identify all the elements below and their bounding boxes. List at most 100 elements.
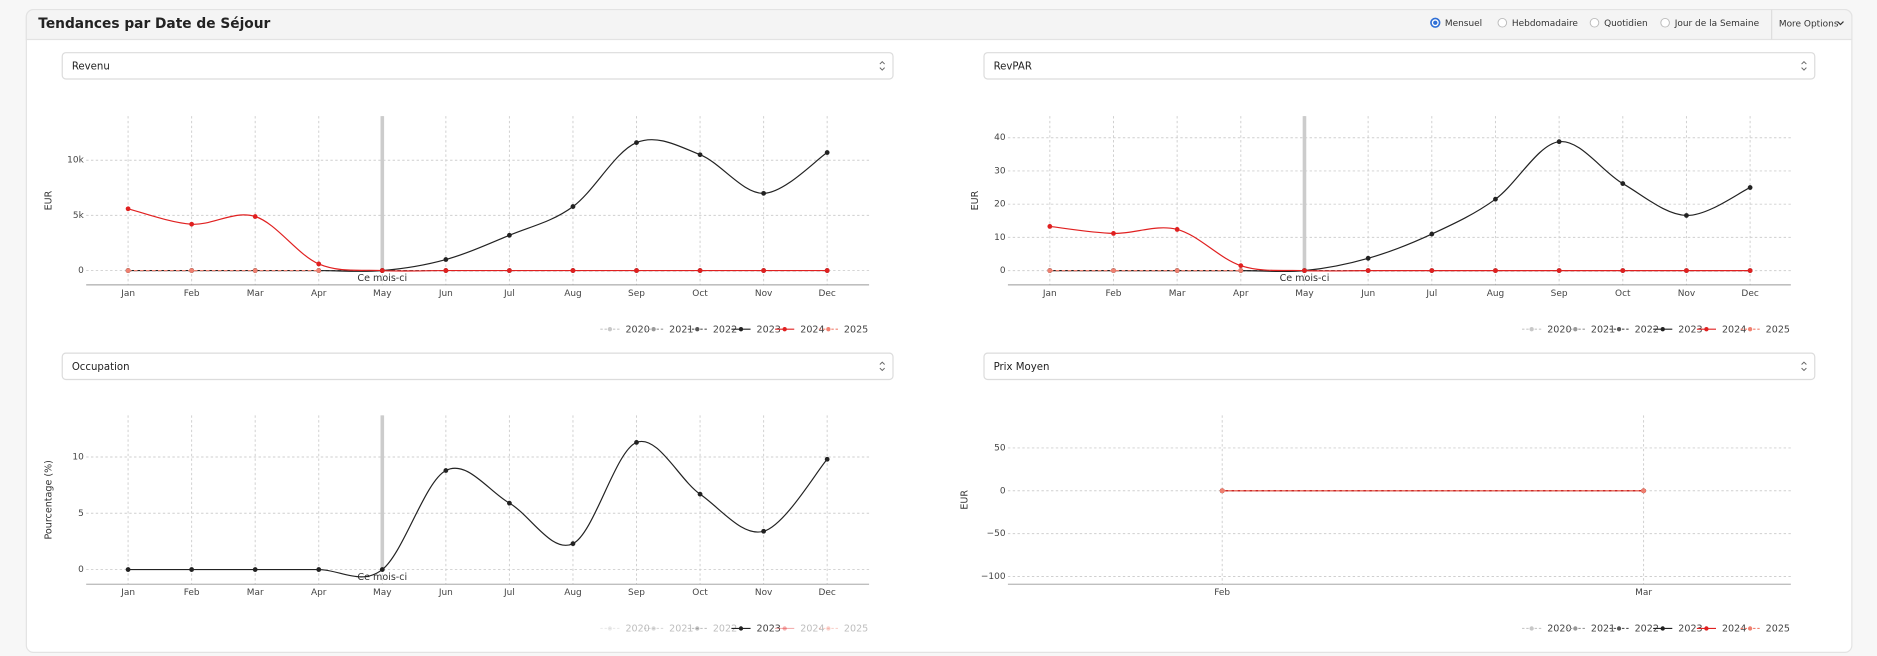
legend-dot [1660, 327, 1665, 332]
legend-dot [782, 626, 787, 631]
x-tick-label: Jan [120, 289, 135, 299]
legend-label[interactable]: 2020 [1547, 624, 1571, 635]
x-tick-label: Feb [184, 588, 200, 598]
y-tick-label: 0 [78, 565, 84, 575]
y-tick-label: 0 [1000, 486, 1006, 496]
data-point [316, 268, 322, 273]
x-tick-label: Mar [247, 588, 264, 598]
x-tick-label: Sep [628, 588, 645, 598]
y-tick-label: 0 [1000, 266, 1006, 276]
x-tick-label: Feb [184, 289, 200, 299]
radio-label[interactable]: Hebdomadaire [1512, 19, 1579, 29]
legend-label[interactable]: 2021 [1591, 624, 1615, 635]
data-point [316, 261, 322, 267]
data-point [252, 214, 258, 219]
data-point [1219, 488, 1225, 494]
data-point [1429, 268, 1435, 274]
legend-label[interactable]: 2023 [757, 624, 781, 635]
legend-dot [1616, 626, 1622, 631]
legend-label[interactable]: 2024 [800, 624, 824, 635]
data-point [1302, 268, 1307, 274]
data-point [570, 541, 576, 547]
metric-dropdown[interactable] [983, 52, 1816, 80]
data-point [125, 268, 131, 273]
legend-label[interactable]: 2024 [1722, 624, 1746, 635]
radio[interactable] [1660, 17, 1670, 28]
x-tick-label: Oct [692, 588, 708, 598]
metric-dropdown[interactable] [983, 352, 1816, 381]
data-point [697, 152, 703, 158]
x-tick-label: Feb [1106, 289, 1122, 299]
legend-label[interactable]: 2021 [669, 624, 693, 635]
legend-label[interactable]: 2020 [625, 624, 649, 635]
legend-label[interactable]: 2020 [1547, 324, 1571, 335]
metric-dropdown[interactable] [61, 52, 894, 80]
x-tick-label: Nov [755, 289, 773, 299]
legend-dot [1747, 327, 1753, 332]
metric-dropdown-label[interactable]: Prix Moyen [994, 362, 1050, 373]
radio[interactable] [1497, 17, 1508, 28]
radio[interactable] [1589, 17, 1600, 28]
data-point [189, 268, 195, 273]
data-point [1747, 268, 1753, 274]
legend-label[interactable]: 2025 [844, 324, 868, 335]
legend-label[interactable]: 2020 [625, 324, 649, 335]
data-point [761, 268, 767, 273]
data-point [824, 150, 830, 155]
y-axis-label: EUR [970, 190, 981, 210]
legend-dot [1573, 626, 1578, 631]
y-tick-label: 20 [994, 200, 1006, 210]
x-tick-label: Apr [311, 289, 327, 299]
data-point [1620, 268, 1626, 274]
y-tick-label: 10k [67, 156, 84, 166]
legend-label[interactable]: 2024 [800, 324, 824, 335]
legend-dot [651, 327, 656, 332]
legend-label[interactable]: 2023 [1678, 324, 1702, 335]
legend-dot [738, 327, 744, 332]
legend-label[interactable]: 2023 [1678, 624, 1702, 635]
more-options[interactable]: More Options [1779, 19, 1839, 29]
legend-label[interactable]: 2025 [1766, 324, 1790, 335]
data-point [189, 221, 195, 227]
current-month-label: Ce mois-ci [1280, 273, 1330, 284]
x-tick-label: Oct [692, 289, 708, 299]
y-tick-label: 40 [994, 133, 1006, 143]
legend-label[interactable]: 2022 [1635, 324, 1659, 335]
legend-label[interactable]: 2021 [669, 324, 693, 335]
radio-dot [1433, 20, 1438, 25]
legend-label[interactable]: 2022 [713, 324, 737, 335]
data-point [761, 528, 767, 534]
x-tick-label: Oct [1615, 289, 1631, 299]
legend-label[interactable]: 2024 [1722, 324, 1746, 335]
radio-label[interactable]: Jour de la Semaine [1674, 19, 1760, 29]
radio-label[interactable]: Quotidien [1604, 19, 1648, 29]
legend-label[interactable]: 2022 [713, 624, 737, 635]
legend-dot [607, 327, 613, 332]
y-axis-label: EUR [959, 490, 970, 510]
metric-dropdown-label[interactable]: Revenu [72, 61, 110, 72]
x-tick-label: Dec [818, 588, 835, 598]
legend-label[interactable]: 2021 [1591, 324, 1615, 335]
x-tick-label: Mar [1635, 588, 1652, 598]
legend-label[interactable]: 2025 [1766, 624, 1790, 635]
radio-label[interactable]: Mensuel [1445, 19, 1482, 29]
x-tick-label: Feb [1214, 588, 1230, 598]
y-tick-label: 30 [994, 166, 1006, 176]
legend-label[interactable]: 2023 [757, 324, 781, 335]
metric-dropdown-label[interactable]: RevPAR [994, 61, 1032, 72]
x-tick-label: Apr [311, 588, 327, 598]
data-point [443, 468, 449, 473]
data-point [189, 567, 195, 572]
data-point [761, 190, 767, 196]
metric-dropdown-label[interactable]: Occupation [72, 362, 130, 373]
data-point [697, 491, 703, 497]
data-point [1238, 268, 1244, 274]
x-tick-label: Jul [1425, 289, 1437, 299]
x-tick-label: May [373, 289, 392, 299]
metric-dropdown[interactable] [61, 352, 894, 381]
legend-label[interactable]: 2022 [1635, 624, 1659, 635]
data-point [379, 268, 385, 273]
legend-label[interactable]: 2025 [844, 624, 868, 635]
x-tick-label: Jan [120, 588, 135, 598]
legend-dot [1704, 626, 1709, 631]
